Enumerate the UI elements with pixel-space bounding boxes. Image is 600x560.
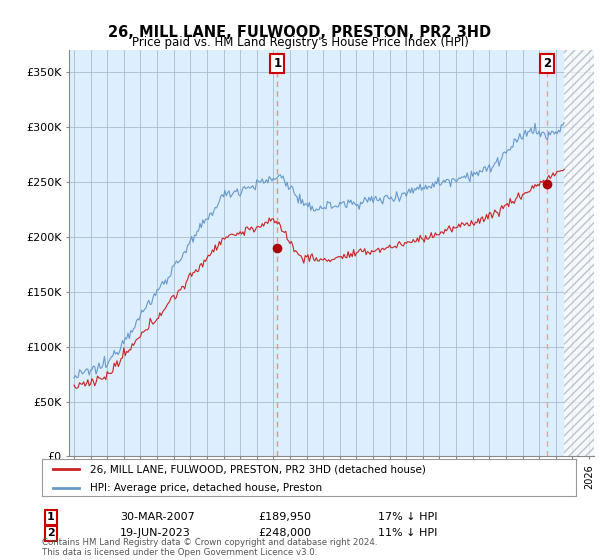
- Text: 17% ↓ HPI: 17% ↓ HPI: [378, 512, 437, 522]
- Bar: [564, 50, 600, 456]
- Text: 1: 1: [47, 512, 55, 522]
- Text: 2: 2: [47, 528, 55, 538]
- Text: 19-JUN-2023: 19-JUN-2023: [120, 528, 191, 538]
- Text: Contains HM Land Registry data © Crown copyright and database right 2024.
This d: Contains HM Land Registry data © Crown c…: [42, 538, 377, 557]
- Text: 30-MAR-2007: 30-MAR-2007: [120, 512, 195, 522]
- Text: HPI: Average price, detached house, Preston: HPI: Average price, detached house, Pres…: [90, 483, 322, 493]
- Text: 11% ↓ HPI: 11% ↓ HPI: [378, 528, 437, 538]
- Text: £189,950: £189,950: [258, 512, 311, 522]
- Text: 26, MILL LANE, FULWOOD, PRESTON, PR2 3HD (detached house): 26, MILL LANE, FULWOOD, PRESTON, PR2 3HD…: [90, 464, 426, 474]
- Text: 1: 1: [273, 57, 281, 70]
- Text: £248,000: £248,000: [258, 528, 311, 538]
- Text: 26, MILL LANE, FULWOOD, PRESTON, PR2 3HD: 26, MILL LANE, FULWOOD, PRESTON, PR2 3HD: [109, 25, 491, 40]
- Text: Price paid vs. HM Land Registry's House Price Index (HPI): Price paid vs. HM Land Registry's House …: [131, 36, 469, 49]
- Text: 2: 2: [543, 57, 551, 70]
- Bar: [564, 39, 600, 456]
